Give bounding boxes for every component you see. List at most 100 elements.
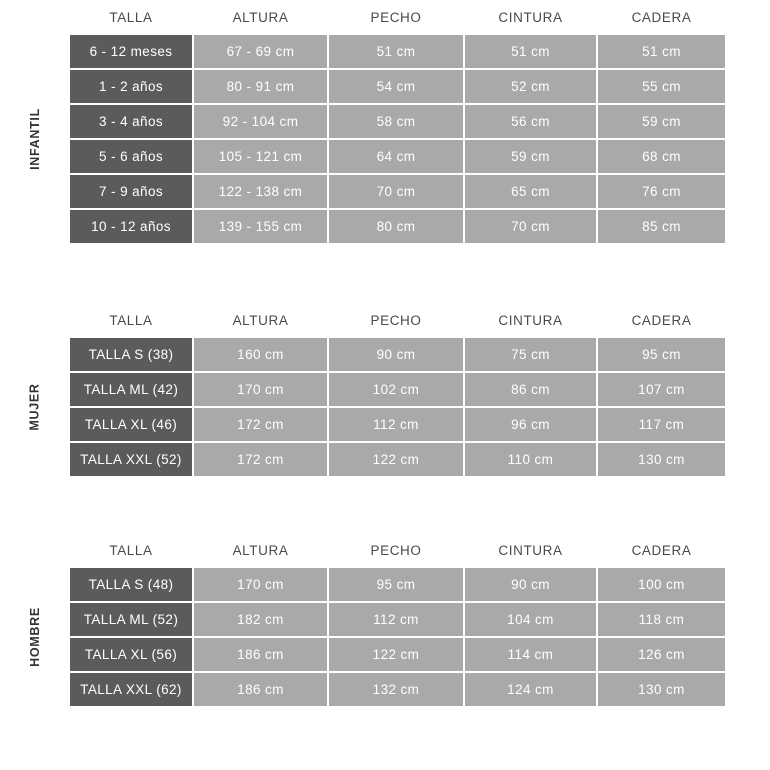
table-row: TALLA XL (46) 172 cm 112 cm 96 cm 117 cm <box>69 407 726 442</box>
column-header-row: TALLA ALTURA PECHO CINTURA CADERA <box>69 303 726 337</box>
size-table-mujer: MUJER TALLA ALTURA PECHO CINTURA CADERA TALLA … <box>0 303 770 477</box>
table-row: TALLA S (38) 160 cm 90 cm 75 cm 95 cm <box>69 337 726 372</box>
measurement-cell: 124 cm <box>464 672 597 707</box>
table-row: 3 - 4 años 92 - 104 cm 58 cm 56 cm 59 cm <box>69 104 726 139</box>
size-name-cell: 7 - 9 años <box>69 174 193 209</box>
measurement-cell: 104 cm <box>464 602 597 637</box>
size-name-cell: TALLA XXL (62) <box>69 672 193 707</box>
measurement-cell: 130 cm <box>597 672 726 707</box>
column-header-altura: ALTURA <box>232 9 289 25</box>
measurement-cell: 130 cm <box>597 442 726 477</box>
measurement-cell: 96 cm <box>464 407 597 442</box>
table-row: TALLA XL (56) 186 cm 122 cm 114 cm 126 cm <box>69 637 726 672</box>
column-header-cintura: CINTURA <box>498 9 563 25</box>
measurement-cell: 90 cm <box>464 567 597 602</box>
measurement-cell: 112 cm <box>328 602 464 637</box>
measurement-cell: 56 cm <box>464 104 597 139</box>
table-row: 1 - 2 años 80 - 91 cm 54 cm 52 cm 55 cm <box>69 69 726 104</box>
column-header-altura: ALTURA <box>232 312 289 328</box>
column-header-talla: TALLA <box>109 9 153 25</box>
size-name-cell: TALLA ML (52) <box>69 602 193 637</box>
measurement-cell: 172 cm <box>193 442 328 477</box>
measurement-cell: 110 cm <box>464 442 597 477</box>
measurement-cell: 105 - 121 cm <box>193 139 328 174</box>
measurement-cell: 58 cm <box>328 104 464 139</box>
column-header-cadera: CADERA <box>631 312 692 328</box>
measurement-cell: 54 cm <box>328 69 464 104</box>
size-name-cell: TALLA ML (42) <box>69 372 193 407</box>
measurement-cell: 85 cm <box>597 209 726 244</box>
measurement-cell: 172 cm <box>193 407 328 442</box>
table-row: 10 - 12 años 139 - 155 cm 80 cm 70 cm 85 cm <box>69 209 726 244</box>
size-name-cell: 10 - 12 años <box>69 209 193 244</box>
footer-cropped-text <box>555 762 755 770</box>
measurement-cell: 186 cm <box>193 637 328 672</box>
column-header-pecho: PECHO <box>370 9 422 25</box>
column-header-pecho: PECHO <box>370 312 422 328</box>
measurement-cell: 67 - 69 cm <box>193 34 328 69</box>
table-body: 6 - 12 meses 67 - 69 cm 51 cm 51 cm 51 cm 1 -… <box>69 34 726 244</box>
section-label-mujer: MUJER <box>0 337 69 477</box>
size-name-cell: 5 - 6 años <box>69 139 193 174</box>
size-name-cell: TALLA XL (56) <box>69 637 193 672</box>
measurement-cell: 68 cm <box>597 139 726 174</box>
size-name-cell: 3 - 4 años <box>69 104 193 139</box>
measurement-cell: 70 cm <box>328 174 464 209</box>
column-header-cadera: CADERA <box>631 542 692 558</box>
measurement-cell: 102 cm <box>328 372 464 407</box>
measurement-cell: 95 cm <box>597 337 726 372</box>
measurement-cell: 117 cm <box>597 407 726 442</box>
size-name-cell: TALLA XL (46) <box>69 407 193 442</box>
section-label-text: HOMBRE <box>27 607 42 667</box>
measurement-cell: 80 cm <box>328 209 464 244</box>
measurement-cell: 132 cm <box>328 672 464 707</box>
measurement-cell: 126 cm <box>597 637 726 672</box>
measurement-cell: 86 cm <box>464 372 597 407</box>
measurement-cell: 59 cm <box>464 139 597 174</box>
size-table-infantil: INFANTIL TALLA ALTURA PECHO CINTURA CADERA 6 -… <box>0 0 770 244</box>
column-header-row: TALLA ALTURA PECHO CINTURA CADERA <box>69 533 726 567</box>
measurement-cell: 182 cm <box>193 602 328 637</box>
table-row: TALLA XXL (62) 186 cm 132 cm 124 cm 130 cm <box>69 672 726 707</box>
column-header-talla: TALLA <box>109 312 153 328</box>
size-table-hombre: HOMBRE TALLA ALTURA PECHO CINTURA CADERA TALLA… <box>0 533 770 707</box>
measurement-cell: 52 cm <box>464 69 597 104</box>
table-body: TALLA S (38) 160 cm 90 cm 75 cm 95 cm TALLA M… <box>69 337 726 477</box>
column-header-altura: ALTURA <box>232 542 289 558</box>
measurement-cell: 118 cm <box>597 602 726 637</box>
measurement-cell: 92 - 104 cm <box>193 104 328 139</box>
table-row: TALLA XXL (52) 172 cm 122 cm 110 cm 130 cm <box>69 442 726 477</box>
table-row: TALLA ML (42) 170 cm 102 cm 86 cm 107 cm <box>69 372 726 407</box>
measurement-cell: 160 cm <box>193 337 328 372</box>
section-label-text: MUJER <box>27 383 42 431</box>
measurement-cell: 64 cm <box>328 139 464 174</box>
measurement-cell: 65 cm <box>464 174 597 209</box>
measurement-cell: 70 cm <box>464 209 597 244</box>
table-row: TALLA S (48) 170 cm 95 cm 90 cm 100 cm <box>69 567 726 602</box>
table-row: 5 - 6 años 105 - 121 cm 64 cm 59 cm 68 cm <box>69 139 726 174</box>
column-header-cintura: CINTURA <box>498 542 563 558</box>
column-header-cintura: CINTURA <box>498 312 563 328</box>
measurement-cell: 170 cm <box>193 567 328 602</box>
measurement-cell: 80 - 91 cm <box>193 69 328 104</box>
size-name-cell: TALLA S (38) <box>69 337 193 372</box>
measurement-cell: 122 cm <box>328 637 464 672</box>
measurement-cell: 59 cm <box>597 104 726 139</box>
measurement-cell: 170 cm <box>193 372 328 407</box>
measurement-cell: 112 cm <box>328 407 464 442</box>
measurement-cell: 51 cm <box>464 34 597 69</box>
column-header-pecho: PECHO <box>370 542 422 558</box>
size-name-cell: TALLA XXL (52) <box>69 442 193 477</box>
column-header-cadera: CADERA <box>631 9 692 25</box>
table-body: TALLA S (48) 170 cm 95 cm 90 cm 100 cm TALLA … <box>69 567 726 707</box>
size-name-cell: TALLA S (48) <box>69 567 193 602</box>
measurement-cell: 95 cm <box>328 567 464 602</box>
measurement-cell: 122 - 138 cm <box>193 174 328 209</box>
measurement-cell: 139 - 155 cm <box>193 209 328 244</box>
measurement-cell: 186 cm <box>193 672 328 707</box>
measurement-cell: 55 cm <box>597 69 726 104</box>
measurement-cell: 51 cm <box>328 34 464 69</box>
column-header-row: TALLA ALTURA PECHO CINTURA CADERA <box>69 0 726 34</box>
measurement-cell: 51 cm <box>597 34 726 69</box>
